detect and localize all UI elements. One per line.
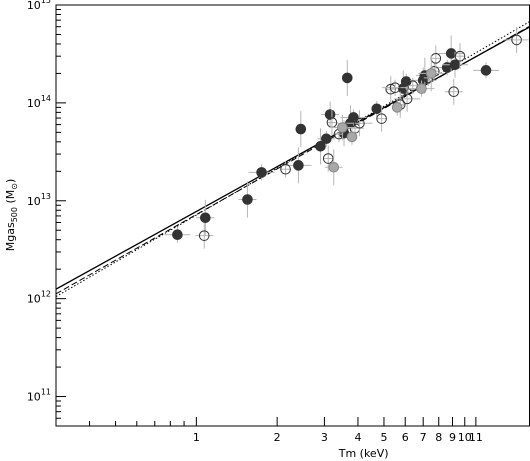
data-point-filled-black	[445, 48, 457, 59]
data-point-filled-black	[256, 167, 267, 178]
data-point-filled-black	[324, 109, 336, 120]
y-tick-label: 1013	[27, 192, 51, 208]
data-point-filled-black	[348, 112, 359, 123]
y-axis-label: Mgas500 (M⊙)	[4, 179, 19, 252]
x-tick-label: 3	[321, 431, 328, 444]
x-tick-label: 7	[420, 431, 427, 444]
data-point-filled-black	[321, 133, 332, 145]
y-tick-label: 1011	[27, 388, 51, 404]
data-point-gray-filled	[328, 161, 340, 173]
data-point-open-circle	[376, 113, 387, 124]
y-tick-label: 1015	[27, 0, 51, 12]
data-point-filled-black	[200, 212, 211, 224]
data-point-filled-black	[341, 72, 353, 84]
data-point-gray-filled	[416, 83, 427, 94]
data-point-filled-black	[295, 123, 307, 135]
x-tick-label: 5	[380, 431, 387, 444]
data-point-open-circle	[448, 86, 460, 98]
x-tick-label: 10	[458, 431, 472, 444]
data-point-filled-black	[172, 229, 183, 241]
data-point-filled-black	[293, 160, 304, 171]
x-tick-label: 11	[469, 431, 483, 444]
data-point-gray-filled	[346, 131, 358, 143]
data-point-gray-filled	[337, 122, 348, 133]
data-point-open-circle	[511, 34, 522, 46]
data-point-open-circle	[280, 163, 291, 175]
fit-line-dotted	[56, 20, 530, 298]
x-tick-label: 6	[402, 431, 409, 444]
data-point-open-circle	[454, 50, 466, 62]
data-point-filled-black	[315, 141, 326, 152]
x-tick-label: 9	[449, 431, 456, 444]
data-point-open-circle	[198, 230, 210, 241]
x-tick-label: 8	[435, 431, 442, 444]
data-point-filled-black	[242, 194, 253, 205]
x-tick-label: 2	[274, 431, 281, 444]
x-tick-label: 1	[193, 431, 200, 444]
data-point-gray-filled	[391, 102, 403, 113]
data-point-open-circle	[354, 117, 365, 129]
data-point-open-circle	[401, 93, 413, 105]
data-point-filled-black	[371, 103, 383, 115]
data-point-filled-black	[480, 65, 492, 76]
data-point-open-circle	[389, 82, 401, 93]
x-axis-label: Tm (keV)	[338, 447, 389, 460]
data-point-open-circle	[322, 153, 334, 164]
data-point-filled-black	[449, 59, 461, 71]
y-tick-label: 1012	[27, 290, 51, 306]
x-tick-label: 4	[354, 431, 361, 444]
y-tick-label: 1014	[27, 94, 51, 110]
data-point-gray-filled	[425, 68, 437, 79]
data-points	[164, 26, 530, 249]
